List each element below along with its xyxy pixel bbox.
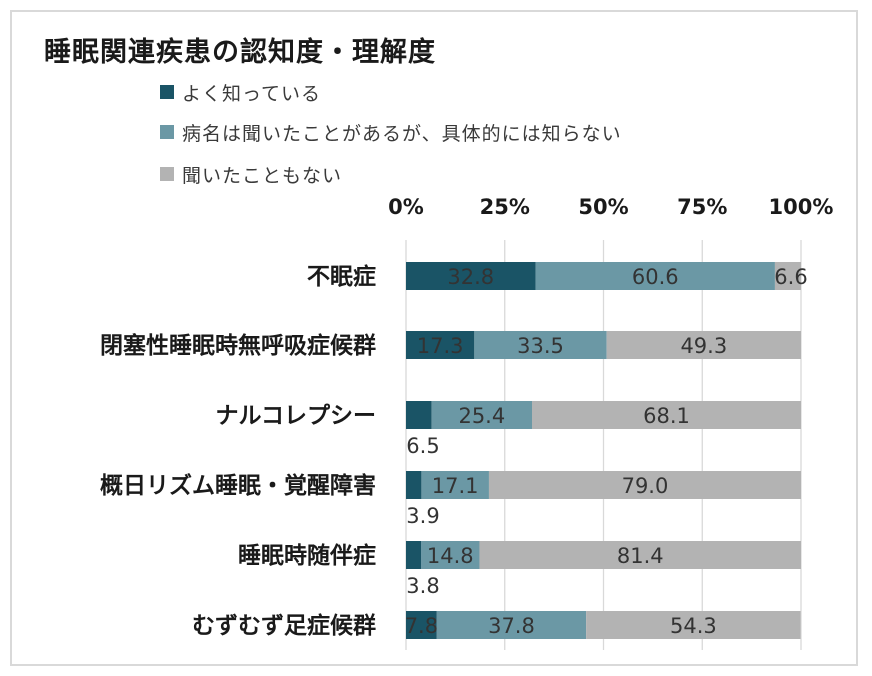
data-label: 37.8 xyxy=(488,614,535,638)
bar-segment xyxy=(479,541,801,569)
data-label: 54.3 xyxy=(670,614,717,638)
data-label: 6.6 xyxy=(774,265,807,289)
x-tick-label: 0% xyxy=(388,195,424,219)
data-label: 32.8 xyxy=(447,265,494,289)
bar-segment xyxy=(421,541,480,569)
bar-segment xyxy=(431,401,533,429)
legend-swatch-never-heard xyxy=(160,167,174,181)
bar-segment xyxy=(406,541,422,569)
bar-segment xyxy=(406,611,437,639)
data-label: 3.9 xyxy=(406,504,439,528)
x-tick-label: 50% xyxy=(578,195,628,219)
category-label: 概日リズム睡眠・覚醒障害 xyxy=(100,472,376,499)
data-label: 7.8 xyxy=(405,614,438,638)
bar-segment xyxy=(532,401,801,429)
bar-segment xyxy=(406,401,432,429)
legend-swatch-well-known xyxy=(160,85,174,99)
bar-segment xyxy=(406,471,422,499)
bar-segment xyxy=(436,611,587,639)
bar-segment xyxy=(774,262,801,290)
data-label: 33.5 xyxy=(517,334,564,358)
bar-segment xyxy=(406,262,536,290)
category-label: 閉塞性睡眠時無呼吸症候群 xyxy=(100,332,376,359)
legend-swatch-heard-of xyxy=(160,125,174,139)
data-label: 6.5 xyxy=(406,434,439,458)
bar-segment xyxy=(474,331,607,359)
legend-item-never-heard: 聞いたこともない xyxy=(160,163,343,187)
x-tick-label: 25% xyxy=(480,195,530,219)
data-label: 17.1 xyxy=(432,474,479,498)
data-label: 68.1 xyxy=(643,404,690,428)
data-label: 3.8 xyxy=(406,574,439,598)
bar-segment xyxy=(488,471,801,499)
data-label: 14.8 xyxy=(427,544,474,568)
data-label: 79.0 xyxy=(622,474,669,498)
bar-segment xyxy=(606,331,801,359)
category-label: ナルコレプシー xyxy=(215,403,376,429)
legend-label-well-known: よく知っている xyxy=(182,82,322,105)
chart-title: 睡眠関連疾患の認知度・理解度 xyxy=(44,37,436,68)
legend-label-never-heard: 聞いたこともない xyxy=(182,164,343,187)
category-label: 不眠症 xyxy=(307,263,376,290)
legend-label-heard-of: 病名は聞いたことがあるが、具体的には知らない xyxy=(182,122,622,145)
data-label: 25.4 xyxy=(458,404,505,428)
data-label: 81.4 xyxy=(617,544,664,568)
legend-item-heard-of: 病名は聞いたことがあるが、具体的には知らない xyxy=(160,121,622,145)
data-label: 49.3 xyxy=(680,334,727,358)
category-label: 睡眠時随伴症 xyxy=(238,542,376,569)
data-label: 60.6 xyxy=(632,265,679,289)
bar-segment xyxy=(406,331,475,359)
legend-item-well-known: よく知っている xyxy=(160,81,322,105)
data-label: 17.3 xyxy=(417,334,464,358)
bar-segment xyxy=(421,471,489,499)
x-tick-label: 100% xyxy=(769,195,834,219)
category-label: むずむず足症候群 xyxy=(192,612,376,639)
bar-segment xyxy=(535,262,775,290)
bar-segment xyxy=(586,611,801,639)
x-tick-label: 75% xyxy=(677,195,727,219)
